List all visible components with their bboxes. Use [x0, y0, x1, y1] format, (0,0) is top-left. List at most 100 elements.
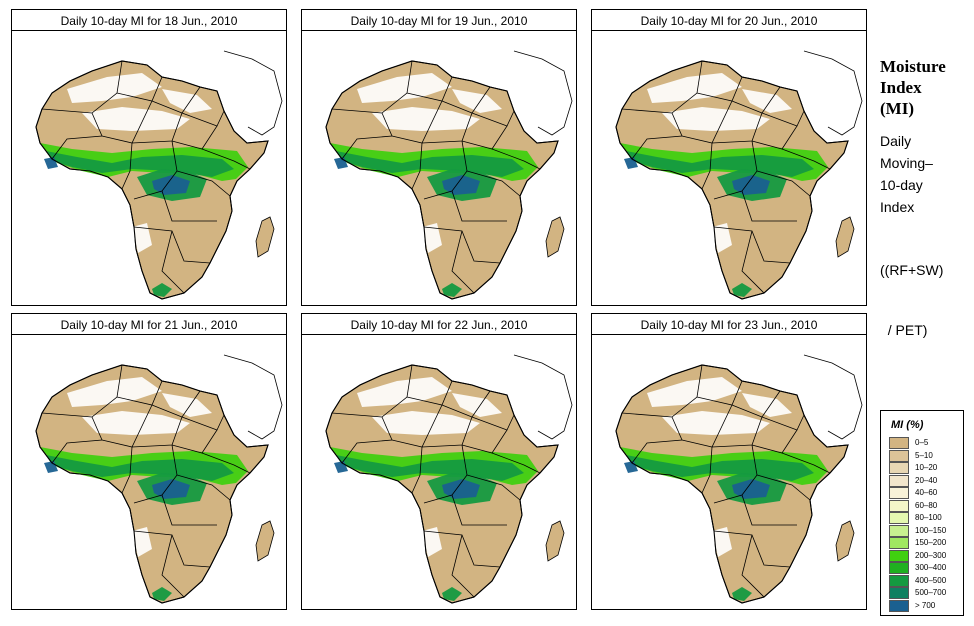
country-border — [451, 534, 475, 598]
dry-region — [712, 527, 732, 557]
country-border — [161, 190, 217, 222]
country-border — [451, 230, 475, 294]
moisture-region — [152, 283, 172, 297]
country-border — [423, 226, 501, 264]
dry-region — [422, 527, 442, 557]
country-border — [201, 452, 251, 474]
panel-title: Daily 10-day MI for 20 Jun., 2010 — [591, 9, 867, 31]
arabian-peninsula — [223, 354, 283, 440]
dry-region — [132, 527, 152, 557]
country-border — [341, 416, 393, 464]
country-border — [756, 474, 811, 501]
index-formula: ((RF+SW) / PET) — [880, 262, 944, 338]
madagascar — [835, 216, 855, 258]
country-border — [423, 140, 468, 200]
legend-label: 500–700 — [915, 588, 947, 597]
country-border — [491, 452, 541, 474]
panel-title: Daily 10-day MI for 18 Jun., 2010 — [11, 9, 287, 31]
arabian-peninsula — [223, 50, 283, 136]
country-border — [161, 230, 185, 294]
country-border — [713, 530, 791, 568]
moisture-region — [152, 587, 172, 601]
dry-region — [452, 89, 502, 113]
coastline — [615, 60, 849, 300]
dry-region — [162, 89, 212, 113]
legend-swatch — [889, 549, 909, 562]
legend-label: 100–150 — [915, 525, 947, 535]
africa-map — [12, 335, 286, 609]
legend-label: 40–60 — [915, 488, 938, 497]
madagascar — [545, 520, 565, 562]
country-border — [176, 170, 231, 197]
country-border — [201, 148, 251, 170]
africa-map — [592, 31, 866, 305]
arabian-peninsula — [513, 354, 573, 440]
map-frame — [11, 334, 287, 610]
madagascar — [255, 520, 275, 562]
panel-title: Daily 10-day MI for 21 Jun., 2010 — [11, 313, 287, 335]
moisture-region — [732, 587, 752, 601]
country-border — [621, 364, 703, 418]
country-border — [741, 230, 765, 294]
legend-swatch — [889, 562, 909, 574]
country-border — [631, 112, 683, 160]
dry-region — [662, 107, 770, 131]
moisture-region — [336, 455, 524, 481]
coastline — [325, 60, 559, 300]
moisture-region — [732, 175, 770, 195]
moisture-region — [626, 455, 814, 481]
dry-region — [742, 393, 792, 417]
dry-region — [452, 393, 502, 417]
color-legend: MI (%) 0–5 5–10 10–20 20–40 40–60 60–80 80–100… — [880, 410, 964, 616]
dry-region — [662, 411, 770, 435]
panel-title: Daily 10-day MI for 22 Jun., 2010 — [301, 313, 577, 335]
legend-swatch — [889, 449, 909, 462]
map-panel-2: Daily 10-day MI for 19 Jun., 2010 — [301, 9, 577, 306]
country-border — [781, 148, 831, 170]
coastline — [35, 364, 269, 604]
country-border — [713, 140, 758, 200]
legend-label: 200–300 — [915, 550, 947, 560]
moisture-region — [442, 587, 462, 601]
dry-region — [82, 411, 190, 435]
arabian-peninsula — [513, 50, 573, 136]
legend-title: MI (%) — [891, 419, 924, 431]
country-border — [713, 226, 791, 264]
country-border — [133, 140, 178, 200]
dry-region — [372, 411, 480, 435]
country-border — [133, 444, 178, 504]
map-frame — [301, 334, 577, 610]
country-border — [631, 416, 683, 464]
dry-region — [742, 89, 792, 113]
legend-label: 10–20 — [915, 463, 938, 472]
country-border — [491, 148, 541, 170]
legend-swatch — [889, 512, 909, 524]
country-border — [121, 446, 133, 494]
country-border — [41, 364, 123, 418]
legend-label: 60–80 — [915, 500, 938, 510]
country-border — [161, 494, 217, 526]
madagascar — [255, 216, 275, 258]
map-panel-1: Daily 10-day MI for 18 Jun., 2010 — [11, 9, 287, 306]
index-title: Moisture Index (MI) — [880, 57, 946, 118]
legend-label: > 700 — [915, 600, 936, 610]
africa-map — [592, 335, 866, 609]
country-border — [331, 364, 413, 418]
legend-swatch — [889, 499, 909, 512]
country-border — [756, 170, 811, 197]
moisture-region — [732, 283, 752, 297]
country-border — [341, 112, 393, 160]
legend-label: 0–5 — [915, 438, 929, 447]
africa-map — [302, 335, 576, 609]
dry-region — [67, 73, 162, 103]
dry-region — [372, 107, 480, 131]
dry-region — [647, 377, 742, 407]
legend-label: 150–200 — [915, 538, 947, 547]
madagascar — [545, 216, 565, 258]
legend-label: 5–10 — [915, 450, 933, 460]
coastline — [35, 60, 269, 300]
moisture-region — [336, 151, 524, 177]
country-border — [176, 474, 231, 501]
country-border — [41, 60, 123, 114]
country-border — [781, 452, 831, 474]
